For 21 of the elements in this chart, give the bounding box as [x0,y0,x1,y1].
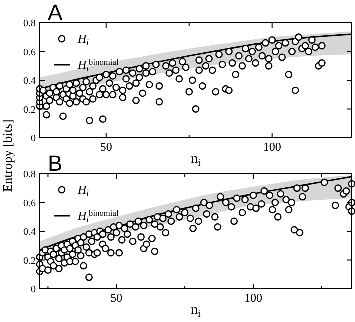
x-tick-label: 100 [244,291,262,305]
y-axis-title: Entropy [bits] [0,120,15,192]
x-tick-label: 100 [263,140,282,154]
x-tick-label: 50 [110,291,123,305]
chart-title: A [48,0,63,25]
legend-label: H$_{i}$ [77,183,90,198]
y-tick-label: 0 [31,284,36,296]
legend-label: H$_{i}$ [77,32,90,48]
y-tick-label: 0.2 [24,256,36,267]
y-tick-label: 0.4 [24,76,36,87]
x-axis-title: n$_{i}$ [191,152,202,169]
chart-title: B [48,151,63,176]
y-tick-label: 0.6 [24,47,36,58]
y-tick-label: 0.6 [24,198,36,210]
x-axis-title: n$_{i}$ [191,303,202,320]
y-tick-label: 0.8 [24,170,36,180]
y-tick-label: 0.8 [24,18,36,30]
y-tick-label: 0.2 [24,104,36,116]
y-tick-label: 0.4 [24,227,36,238]
y-tick-label: 0 [31,134,36,144]
x-tick-label: 50 [100,140,112,154]
